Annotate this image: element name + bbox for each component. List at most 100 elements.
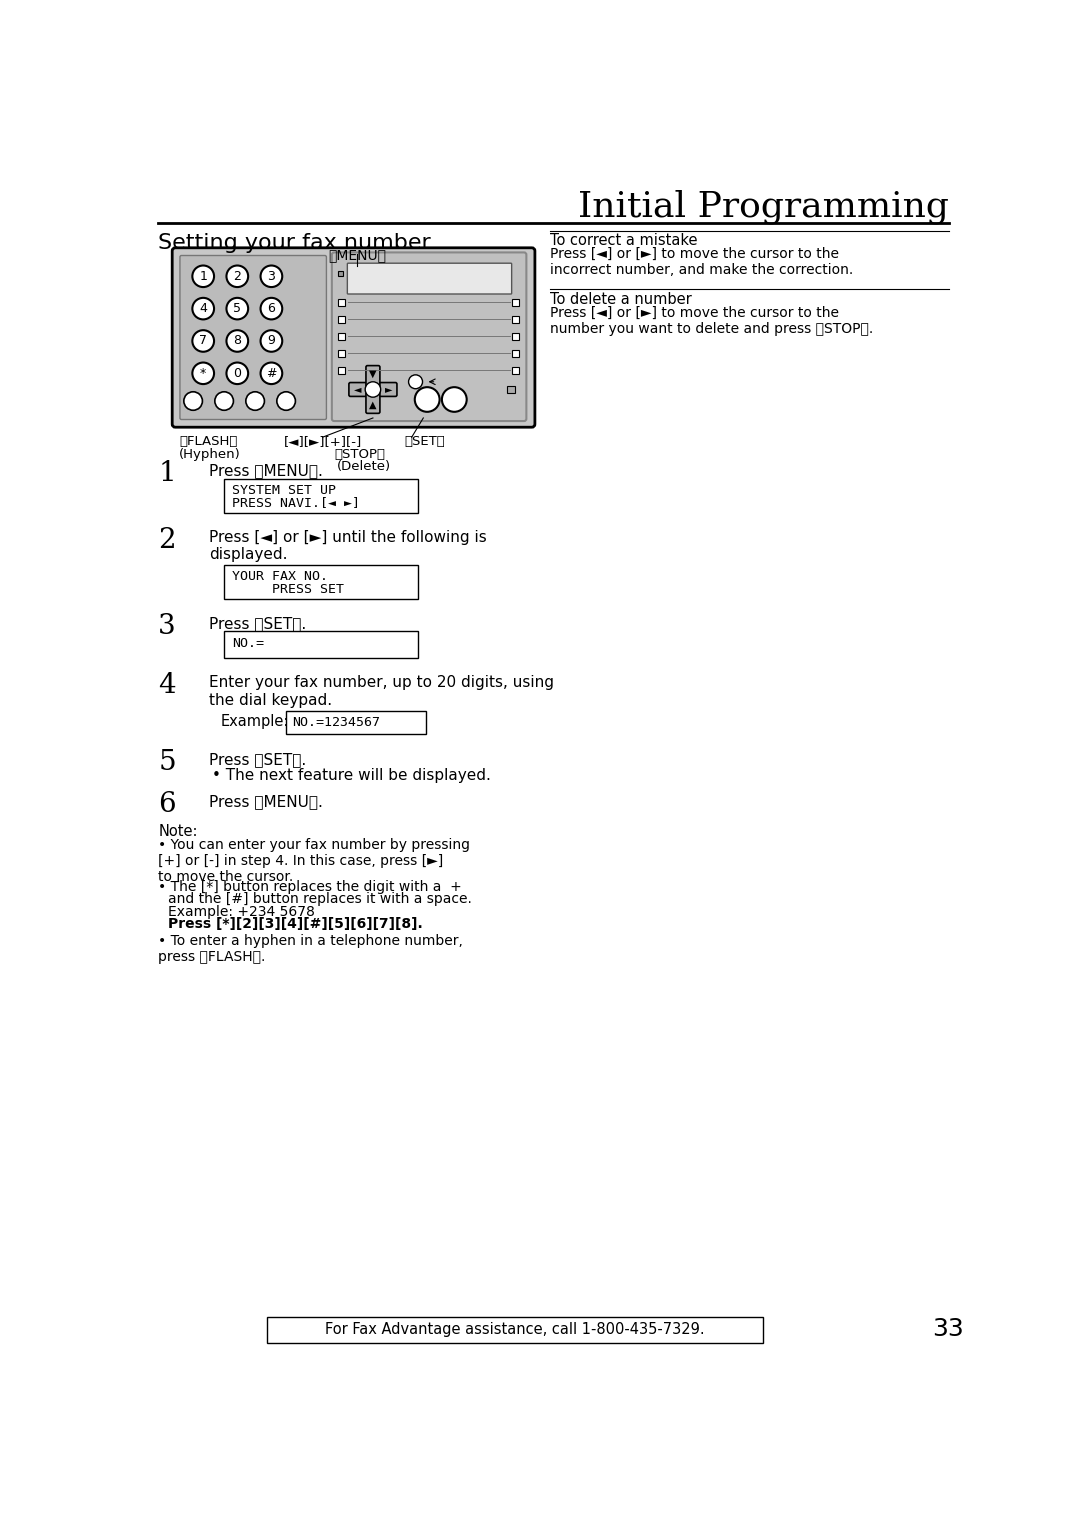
Circle shape	[260, 298, 282, 319]
Text: • To enter a hyphen in a telephone number,
press 【FLASH】.: • To enter a hyphen in a telephone numbe…	[159, 934, 463, 964]
Circle shape	[227, 330, 248, 353]
Text: 1: 1	[159, 461, 176, 487]
Text: PRESS NAVI.[◄ ►]: PRESS NAVI.[◄ ►]	[232, 496, 360, 510]
Text: ▲: ▲	[369, 400, 377, 410]
Text: 【FLASH】: 【FLASH】	[179, 435, 238, 449]
Circle shape	[246, 392, 265, 410]
Text: 8: 8	[233, 334, 241, 348]
Text: • The [*] button replaces the digit with a  +: • The [*] button replaces the digit with…	[159, 881, 462, 894]
Text: ▼: ▼	[369, 369, 377, 378]
Text: ◄: ◄	[353, 385, 361, 395]
Bar	[512, 316, 518, 324]
Circle shape	[192, 363, 214, 385]
Text: and the [#] button replaces it with a space.: and the [#] button replaces it with a sp…	[167, 893, 472, 906]
Text: SYSTEM SET UP: SYSTEM SET UP	[232, 484, 336, 497]
Text: 3: 3	[159, 613, 176, 639]
Bar	[338, 272, 343, 276]
Text: 4: 4	[200, 302, 207, 316]
Text: PRESS SET: PRESS SET	[232, 583, 343, 595]
Circle shape	[442, 388, 467, 412]
Text: 33: 33	[932, 1317, 963, 1340]
Bar	[507, 386, 515, 394]
Circle shape	[192, 330, 214, 353]
Text: 6: 6	[159, 792, 176, 818]
FancyBboxPatch shape	[332, 252, 526, 421]
Text: 【STOP】: 【STOP】	[334, 449, 386, 461]
Bar	[338, 333, 345, 340]
Circle shape	[365, 382, 380, 397]
Circle shape	[192, 266, 214, 287]
Circle shape	[227, 298, 248, 319]
Circle shape	[227, 266, 248, 287]
FancyBboxPatch shape	[267, 1317, 762, 1343]
Text: 2: 2	[233, 270, 241, 282]
Text: 1: 1	[200, 270, 207, 282]
Text: 3: 3	[268, 270, 275, 282]
FancyBboxPatch shape	[348, 262, 512, 295]
Bar	[338, 349, 345, 357]
Text: 5: 5	[233, 302, 241, 316]
Bar	[512, 333, 518, 340]
FancyBboxPatch shape	[225, 632, 418, 658]
Bar	[338, 299, 345, 307]
Bar	[512, 368, 518, 374]
Text: Enter your fax number, up to 20 digits, using
the dial keypad.: Enter your fax number, up to 20 digits, …	[208, 674, 554, 708]
Text: (Delete): (Delete)	[337, 461, 391, 473]
Text: Press [◄] or [►] to move the cursor to the
number you want to delete and press 【: Press [◄] or [►] to move the cursor to t…	[550, 305, 873, 336]
FancyBboxPatch shape	[286, 711, 426, 734]
Text: 【MENU】: 【MENU】	[328, 247, 387, 262]
Text: 9: 9	[268, 334, 275, 348]
Circle shape	[276, 392, 296, 410]
Bar	[512, 299, 518, 307]
Text: Press 【MENU】.: Press 【MENU】.	[208, 795, 323, 809]
Text: *: *	[200, 366, 206, 380]
Text: Example: +234 5678: Example: +234 5678	[167, 905, 314, 919]
FancyBboxPatch shape	[225, 565, 418, 598]
Text: 0: 0	[233, 366, 241, 380]
Circle shape	[215, 392, 233, 410]
Text: Example:: Example:	[220, 714, 288, 728]
Circle shape	[227, 363, 248, 385]
Bar	[338, 368, 345, 374]
Circle shape	[415, 388, 440, 412]
Text: [◄][►][+][-]: [◄][►][+][-]	[284, 435, 362, 449]
FancyBboxPatch shape	[225, 479, 418, 513]
Text: (Hyphen): (Hyphen)	[179, 449, 241, 461]
FancyBboxPatch shape	[349, 383, 397, 397]
Text: Press [◄] or [►] to move the cursor to the
incorrect number, and make the correc: Press [◄] or [►] to move the cursor to t…	[550, 247, 853, 278]
Bar	[338, 316, 345, 324]
FancyBboxPatch shape	[180, 255, 326, 420]
Text: Press [*][2][3][4][#][5][6][7][8].: Press [*][2][3][4][#][5][6][7][8].	[167, 917, 422, 931]
Text: To delete a number: To delete a number	[550, 291, 691, 307]
Text: To correct a mistake: To correct a mistake	[550, 233, 697, 249]
Text: 4: 4	[159, 671, 176, 699]
Text: 6: 6	[268, 302, 275, 316]
Circle shape	[408, 375, 422, 389]
Text: ►: ►	[384, 385, 392, 395]
Text: Press 【SET】.: Press 【SET】.	[208, 617, 306, 630]
Circle shape	[260, 330, 282, 353]
Text: Press 【MENU】.: Press 【MENU】.	[208, 464, 323, 478]
Text: 2: 2	[159, 526, 176, 554]
Text: NO.=1234567: NO.=1234567	[293, 716, 380, 729]
Text: NO.=: NO.=	[232, 638, 264, 650]
Circle shape	[260, 266, 282, 287]
FancyBboxPatch shape	[366, 366, 380, 414]
Text: Note:: Note:	[159, 824, 198, 839]
Text: 7: 7	[199, 334, 207, 348]
Text: Press 【SET】.: Press 【SET】.	[208, 752, 306, 768]
Bar	[512, 349, 518, 357]
Text: #: #	[266, 366, 276, 380]
Text: • The next feature will be displayed.: • The next feature will be displayed.	[213, 768, 491, 783]
Text: Initial Programming: Initial Programming	[578, 189, 948, 224]
Text: Press [◄] or [►] until the following is
displayed.: Press [◄] or [►] until the following is …	[208, 530, 486, 562]
Text: 5: 5	[159, 749, 176, 777]
Text: • You can enter your fax number by pressing
[+] or [-] in step 4. In this case, : • You can enter your fax number by press…	[159, 838, 470, 884]
Text: 【SET】: 【SET】	[404, 435, 445, 449]
Circle shape	[192, 298, 214, 319]
Circle shape	[260, 363, 282, 385]
Text: YOUR FAX NO.: YOUR FAX NO.	[232, 571, 328, 583]
FancyBboxPatch shape	[172, 247, 535, 427]
Text: Setting your fax number: Setting your fax number	[159, 233, 431, 253]
Circle shape	[184, 392, 202, 410]
